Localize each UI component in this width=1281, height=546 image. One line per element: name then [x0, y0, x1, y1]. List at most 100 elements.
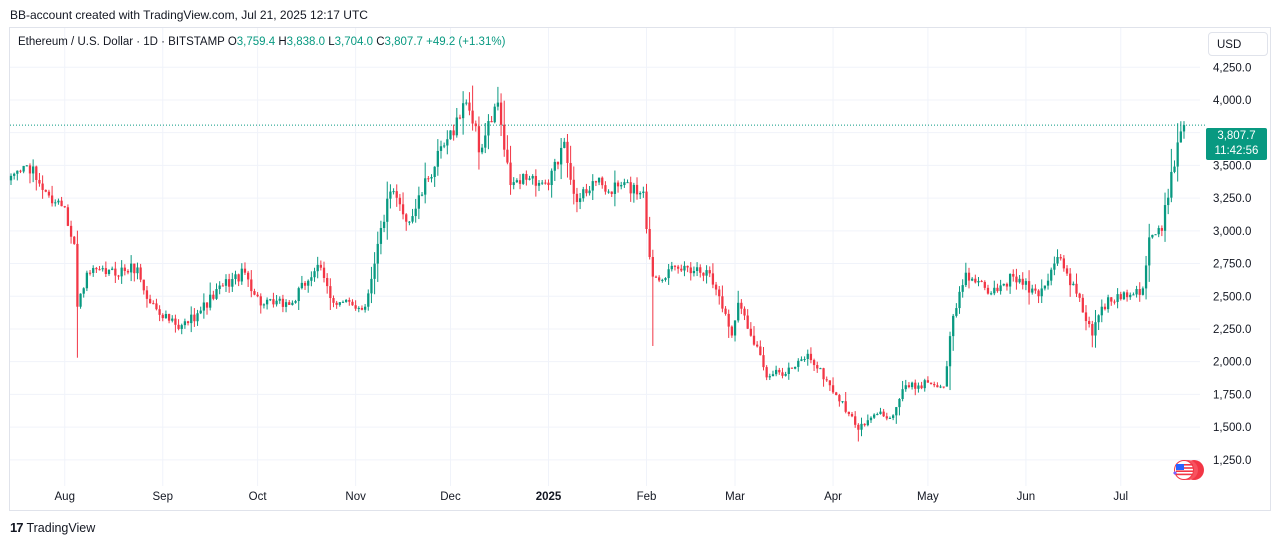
candle-body — [73, 236, 76, 244]
candle-body — [752, 335, 756, 345]
candle-body — [126, 270, 130, 273]
symbol-legend[interactable]: Ethereum / U.S. Dollar · 1D · BITSTAMP O… — [18, 36, 505, 48]
open-label: O — [227, 36, 237, 48]
candle-body — [635, 184, 639, 195]
price-tick-label: 4,000.0 — [1213, 95, 1251, 107]
candle-body — [594, 181, 598, 183]
tradingview-brand[interactable]: 17 TradingView — [10, 520, 95, 535]
candle-body — [28, 165, 32, 174]
candle-body — [1170, 171, 1173, 198]
candle-body — [1043, 285, 1047, 289]
candle-body — [455, 117, 458, 136]
candle-body — [398, 197, 402, 205]
candle-body — [215, 289, 218, 299]
candle-body — [193, 314, 196, 322]
candle-body — [768, 376, 771, 378]
candle-body — [44, 189, 47, 192]
candle-body — [948, 336, 952, 367]
candle-body — [743, 308, 746, 316]
candle-body — [332, 298, 335, 303]
candle-body — [284, 302, 288, 307]
candle-body — [891, 415, 895, 418]
candle-body — [88, 272, 92, 274]
candle-body — [1081, 297, 1084, 313]
candle-body — [439, 146, 443, 151]
candle-body — [923, 380, 926, 389]
candle-body — [695, 267, 699, 271]
candle-body — [613, 182, 617, 194]
candle-body — [575, 193, 579, 203]
candle-body — [85, 272, 89, 289]
candle-body — [107, 269, 111, 275]
candle-body — [996, 287, 999, 292]
candle-body — [9, 175, 13, 181]
candle-body — [626, 182, 629, 184]
candle-body — [443, 145, 446, 147]
candle-body — [82, 288, 85, 294]
candle-body — [547, 182, 550, 186]
currency-button[interactable]: USD — [1208, 32, 1268, 56]
candle-body — [294, 301, 297, 303]
candle-body — [41, 183, 44, 190]
candle-body — [955, 308, 958, 316]
candle-body — [1053, 263, 1056, 270]
candle-body — [1075, 283, 1078, 294]
candle-body — [566, 141, 569, 163]
candle-body — [199, 310, 202, 314]
candle-body — [427, 178, 430, 180]
candle-body — [730, 326, 734, 336]
candle-body — [183, 321, 187, 326]
candle-body — [841, 401, 844, 403]
candle-body — [417, 195, 421, 209]
candle-body — [692, 270, 696, 274]
candle-body — [999, 285, 1002, 292]
time-tick-label: Oct — [249, 491, 268, 503]
candle-body — [986, 287, 990, 294]
time-tick-label: Dec — [440, 491, 461, 503]
candle-body — [560, 147, 563, 165]
candle-body — [1021, 278, 1024, 285]
time-tick-label: Feb — [637, 491, 657, 503]
candle-body — [326, 277, 329, 287]
candle-body — [341, 301, 345, 303]
candle-body — [809, 353, 813, 361]
candle-body — [882, 411, 885, 417]
candle-body — [759, 346, 762, 356]
candle-body — [724, 308, 727, 314]
candle-body — [291, 302, 294, 305]
candle-body — [914, 382, 917, 389]
candle-body — [420, 194, 424, 196]
candle-body — [180, 325, 183, 329]
candle-body — [632, 184, 635, 194]
candle-body — [120, 267, 123, 277]
chart-frame[interactable] — [9, 27, 1271, 511]
candle-body — [319, 264, 322, 268]
candle-body — [961, 285, 964, 292]
candle-body — [971, 278, 974, 281]
candle-body — [800, 359, 803, 361]
us-flag-events-icon[interactable] — [1170, 459, 1206, 481]
candle-body — [288, 302, 291, 305]
candle-body — [401, 204, 405, 215]
time-tick-label: Sep — [153, 491, 173, 503]
price-tick-label: 3,250.0 — [1213, 193, 1251, 205]
candle-body — [237, 274, 240, 282]
candle-body — [171, 318, 174, 321]
candle-body — [1062, 258, 1065, 269]
candle-body — [161, 314, 164, 319]
candle-body — [408, 221, 411, 223]
candle-body — [484, 135, 487, 148]
time-tick-label: Apr — [824, 491, 842, 503]
candle-body — [822, 368, 825, 380]
candle-body — [114, 268, 117, 276]
candle-body — [493, 106, 496, 123]
candle-body — [1005, 283, 1009, 287]
candle-body — [307, 280, 310, 286]
candle-body — [901, 389, 904, 400]
chart-credit: BB-account created with TradingView.com,… — [10, 8, 368, 22]
candle-body — [148, 298, 152, 304]
candle-body — [781, 372, 784, 376]
price-tick-label: 2,500.0 — [1213, 291, 1251, 303]
candle-body — [556, 161, 560, 165]
